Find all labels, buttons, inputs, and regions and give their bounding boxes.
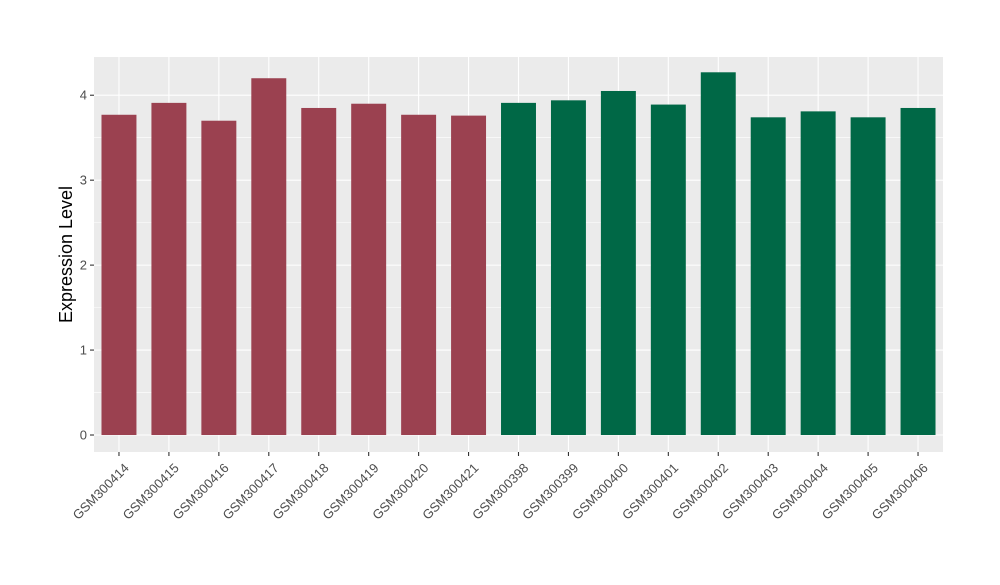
- bar-GSM300414: [101, 114, 137, 436]
- y-tick-label: 3: [80, 173, 87, 188]
- bar-GSM300416: [201, 120, 237, 436]
- y-tick-label: 1: [80, 343, 87, 358]
- y-tick-label: 0: [80, 428, 87, 443]
- bar-GSM300399: [550, 100, 586, 436]
- y-tick-label: 4: [80, 88, 87, 103]
- bar-GSM300419: [351, 103, 387, 436]
- bar-GSM300420: [401, 114, 437, 436]
- bar-GSM300403: [750, 117, 786, 436]
- y-axis-title: Expression Level: [56, 186, 76, 323]
- y-tick-label: 2: [80, 258, 87, 273]
- bar-GSM300405: [850, 117, 886, 436]
- bar-GSM300415: [151, 102, 187, 436]
- bar-GSM300402: [700, 72, 736, 436]
- bar-GSM300398: [501, 102, 536, 436]
- bar-GSM300421: [451, 115, 487, 436]
- bar-GSM300400: [600, 90, 636, 436]
- bar-GSM300418: [301, 107, 337, 436]
- bar-GSM300401: [650, 104, 686, 436]
- bar-GSM300417: [251, 78, 287, 436]
- bars: [101, 72, 936, 436]
- bar-GSM300404: [800, 111, 836, 436]
- bar-GSM300406: [900, 107, 936, 436]
